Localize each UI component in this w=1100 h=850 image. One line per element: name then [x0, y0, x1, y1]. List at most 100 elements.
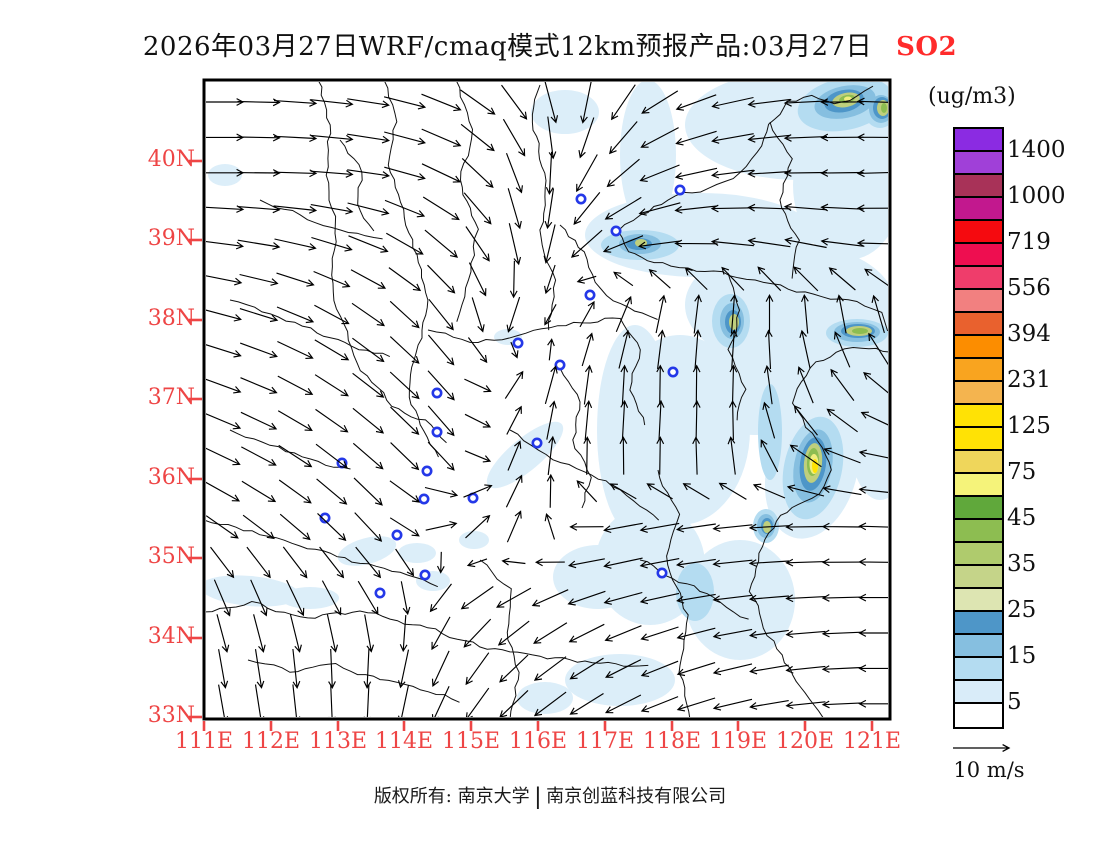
wind-arrow [609, 483, 637, 500]
lon-label-121E: 121E [842, 729, 902, 754]
wind-arrow [615, 295, 632, 333]
wind-arrow [856, 204, 888, 213]
wind-arrow [856, 97, 888, 106]
lon-label-111E: 111E [174, 729, 234, 754]
city-marker [374, 587, 386, 599]
wind-arrow [466, 558, 488, 568]
wind-arrow [674, 239, 718, 248]
wind-arrow [465, 514, 491, 539]
wind-arrow [856, 169, 888, 178]
colorbar [953, 127, 1004, 729]
wind-arrow [727, 436, 736, 475]
wind-arrow [501, 84, 528, 120]
wind-arrow [499, 654, 529, 683]
wind-arrow [785, 665, 826, 674]
wind-arrow [465, 687, 490, 717]
wind-arrow [464, 413, 492, 428]
wind-arrow [274, 205, 318, 214]
wind-arrow [421, 128, 462, 147]
wind-arrow [953, 744, 1011, 752]
colorbar-segment-16 [955, 497, 1002, 520]
wind-arrow [508, 223, 522, 266]
wind-arrow [583, 364, 593, 405]
wind-arrow [390, 442, 420, 471]
wind-arrow [820, 203, 864, 212]
wind-arrow [316, 478, 348, 505]
wind-arrow [237, 169, 281, 177]
lon-label-112E: 112E [241, 729, 301, 754]
city-marker [584, 289, 596, 301]
wind-arrow [729, 364, 738, 405]
wind-arrow [218, 684, 229, 717]
wind-arrow [786, 484, 825, 497]
wind-arrow [871, 294, 885, 334]
wind-arrow [427, 264, 456, 294]
wind-arrow [765, 293, 774, 334]
footer-company: 南京创蓝科技有限公司 [546, 786, 727, 807]
title-text: 2026年03月27日WRF/cmaq模式12km预报产品:03月27日 [142, 32, 873, 62]
wind-arrow [502, 118, 526, 157]
wind-arrow [218, 649, 229, 689]
wind-arrow [239, 308, 279, 323]
wind-arrow [638, 240, 681, 250]
wind-arrow [748, 559, 790, 567]
lon-label-117E: 117E [575, 729, 635, 754]
wind-arrow [240, 377, 278, 394]
wind-arrow [820, 98, 864, 106]
wind-arrow [464, 378, 492, 393]
wind-arrow [250, 579, 268, 617]
lon-label-115E: 115E [441, 729, 501, 754]
wind-arrow [237, 98, 281, 107]
wind-arrow [321, 580, 342, 616]
wind-arrow [352, 337, 385, 363]
city-marker [319, 512, 331, 524]
wind-arrow [748, 523, 790, 532]
wind-arrow [277, 340, 314, 359]
wind-arrow [328, 648, 336, 690]
wind-arrow [274, 238, 317, 251]
city-marker [554, 359, 566, 371]
wind-arrow [319, 546, 345, 579]
wind-arrow [638, 202, 681, 216]
wind-arrow [710, 238, 754, 247]
wind-arrow [467, 337, 488, 364]
wind-arrow [648, 268, 671, 289]
wind-arrow [424, 486, 459, 498]
colorbar-segment-11 [955, 382, 1002, 405]
wind-arrow [465, 652, 490, 686]
colorbar-label-231: 231 [1007, 367, 1051, 393]
wind-arrow [310, 134, 354, 143]
wind-reference-arrow [953, 744, 1011, 752]
wind-arrow [354, 512, 383, 542]
wind-arrow [397, 684, 410, 717]
wind-arrow [573, 192, 601, 225]
wind-arrow [863, 372, 888, 394]
colorbar-segment-13 [955, 428, 1002, 451]
wind-arrow [547, 338, 555, 361]
boundary-line [339, 139, 375, 232]
wind-arrow [310, 204, 354, 215]
wind-arrow [384, 199, 426, 218]
so2-blob [337, 536, 397, 566]
wind-arrow [749, 700, 789, 710]
wind-arrow [282, 546, 308, 579]
city-marker [667, 366, 679, 378]
wind-arrow [828, 267, 856, 291]
wind-arrow [206, 344, 242, 358]
wind-arrow [314, 339, 350, 361]
boundary-line [531, 84, 557, 331]
wind-arrow [279, 513, 311, 541]
colorbar-segment-3 [955, 198, 1002, 221]
lat-label-40N: 40N [147, 147, 195, 172]
wind-arrow [310, 99, 354, 108]
wind-arrow [533, 656, 567, 681]
wind-arrow [578, 117, 595, 159]
wind-arrow [363, 648, 372, 690]
wind-arrow [504, 370, 524, 399]
lat-label-34N: 34N [147, 624, 195, 649]
colorbar-segment-9 [955, 336, 1002, 359]
wind-arrow [399, 615, 408, 653]
wind-arrow [240, 411, 278, 430]
wind-arrow [826, 408, 858, 433]
